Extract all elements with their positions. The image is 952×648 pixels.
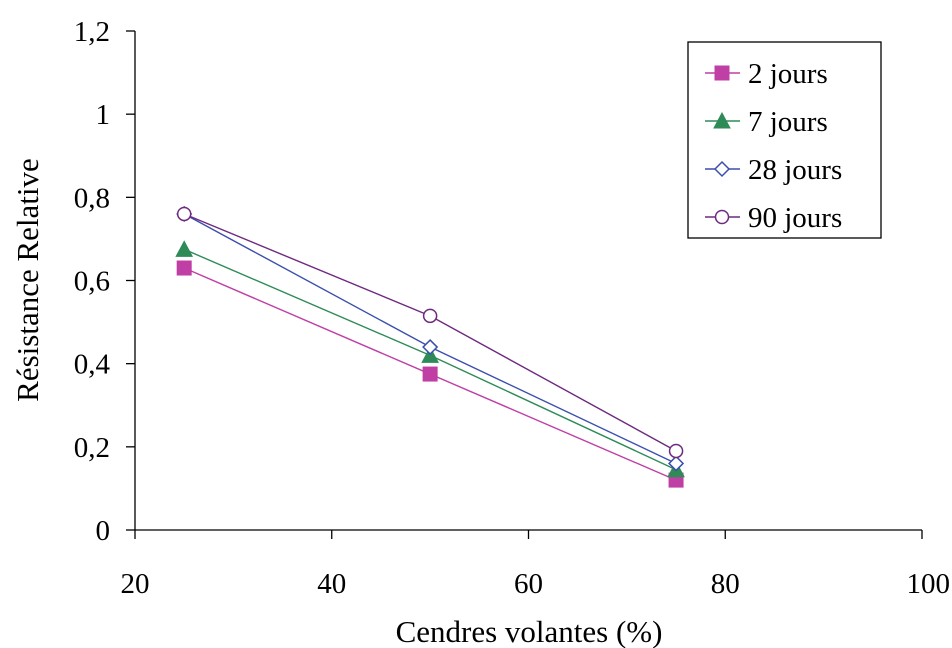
y-tick-label: 0 — [96, 515, 111, 547]
data-point-28-jours — [668, 455, 685, 472]
series-90-jours — [176, 206, 684, 459]
data-point-2-jours — [422, 366, 438, 382]
series-7-jours — [175, 240, 685, 478]
y-tick-label: 0,8 — [74, 182, 110, 214]
y-tick-label: 1,2 — [74, 16, 110, 48]
x-tick-label: 40 — [317, 568, 346, 600]
series-line-90-jours — [183, 213, 677, 452]
data-point-2-jours — [176, 260, 192, 276]
x-tick-label: 60 — [514, 568, 543, 600]
x-tick-label: 100 — [907, 568, 951, 600]
series-2-jours — [176, 260, 684, 488]
legend-item-28-jours: 28 jours — [705, 154, 842, 186]
y-tick-label: 0,4 — [74, 349, 111, 381]
data-point-28-jours — [422, 338, 439, 356]
legend-label-90-jours: 90 jours — [748, 202, 842, 234]
legend-marker-2-jours — [714, 65, 730, 81]
series-line-28-jours — [183, 213, 677, 465]
data-point-90-jours — [422, 308, 438, 324]
x-tick-label: 80 — [711, 568, 740, 600]
legend: 2 jours 7 jours 28 jours 90 jours — [687, 41, 882, 239]
series-layer — [175, 205, 685, 488]
legend-marker-90-jours — [714, 209, 730, 225]
x-tick-label: 20 — [121, 568, 150, 600]
series-28-jours — [176, 205, 685, 472]
data-point-90-jours — [176, 206, 192, 222]
legend-label-2-jours: 2 jours — [748, 58, 828, 90]
legend-label-7-jours: 7 jours — [748, 106, 828, 138]
data-point-90-jours — [668, 443, 684, 459]
legend-label-28-jours: 28 jours — [748, 154, 842, 186]
legend-item-7-jours: 7 jours — [705, 106, 828, 138]
y-axis-ticks: 0 0,2 0,4 0,6 0,8 1 1,2 — [74, 16, 135, 547]
y-tick-label: 0,6 — [74, 266, 110, 298]
legend-item-2-jours: 2 jours — [705, 58, 828, 90]
y-axis-title: Résistance Relative — [10, 158, 45, 402]
x-axis-ticks: 20 40 60 80 100 — [121, 530, 951, 600]
y-tick-label: 0,2 — [74, 432, 110, 464]
x-axis-title: Cendres volantes (%) — [396, 614, 663, 648]
legend-marker-7-jours — [713, 111, 731, 129]
legend-item-90-jours: 90 jours — [705, 202, 842, 234]
legend-marker-28-jours — [713, 160, 731, 178]
data-point-7-jours — [175, 240, 194, 257]
y-tick-label: 1 — [96, 99, 111, 131]
